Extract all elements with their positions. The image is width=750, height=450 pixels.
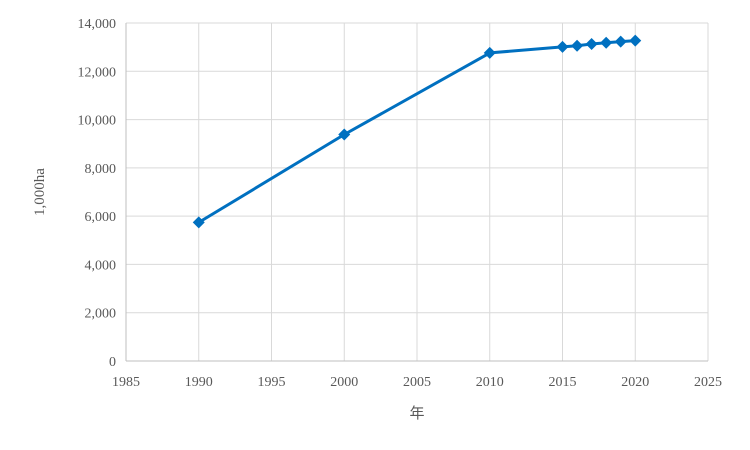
y-tick-label: 8,000 <box>85 162 117 177</box>
y-tick-label: 14,000 <box>78 17 117 32</box>
data-point <box>338 128 351 141</box>
x-tick-label: 2025 <box>694 375 722 390</box>
y-tick-label: 12,000 <box>78 65 117 80</box>
y-tick-label: 4,000 <box>85 258 117 273</box>
x-tick-label: 2005 <box>403 375 431 390</box>
data-point <box>614 35 627 48</box>
y-axis-title: 1,000ha <box>32 168 48 216</box>
y-tick-label: 0 <box>109 355 116 370</box>
data-point <box>629 34 642 47</box>
x-tick-label: 2010 <box>476 375 504 390</box>
grid <box>126 22 709 361</box>
x-tick-label: 1995 <box>258 375 286 390</box>
x-tick-label: 1990 <box>185 375 213 390</box>
data-point <box>600 36 613 49</box>
y-tick-label: 2,000 <box>85 307 117 322</box>
data-point <box>571 39 584 52</box>
x-tick-label: 2020 <box>621 375 649 390</box>
data-point <box>483 46 496 59</box>
data-point <box>585 38 598 51</box>
x-tick-label: 1985 <box>112 375 140 390</box>
x-axis-title: 年 <box>409 405 424 422</box>
data-point <box>556 40 569 53</box>
series-group <box>192 34 642 229</box>
y-tick-label: 10,000 <box>78 114 117 129</box>
x-tick-label: 2000 <box>330 375 358 390</box>
tick-labels: 0 2,000 4,000 6,000 8,000 10,000 12,000 14,000 1… <box>78 17 723 390</box>
data-point <box>192 216 205 229</box>
y-tick-label: 6,000 <box>85 210 117 225</box>
axes <box>125 23 708 362</box>
x-tick-label: 2015 <box>549 375 577 390</box>
